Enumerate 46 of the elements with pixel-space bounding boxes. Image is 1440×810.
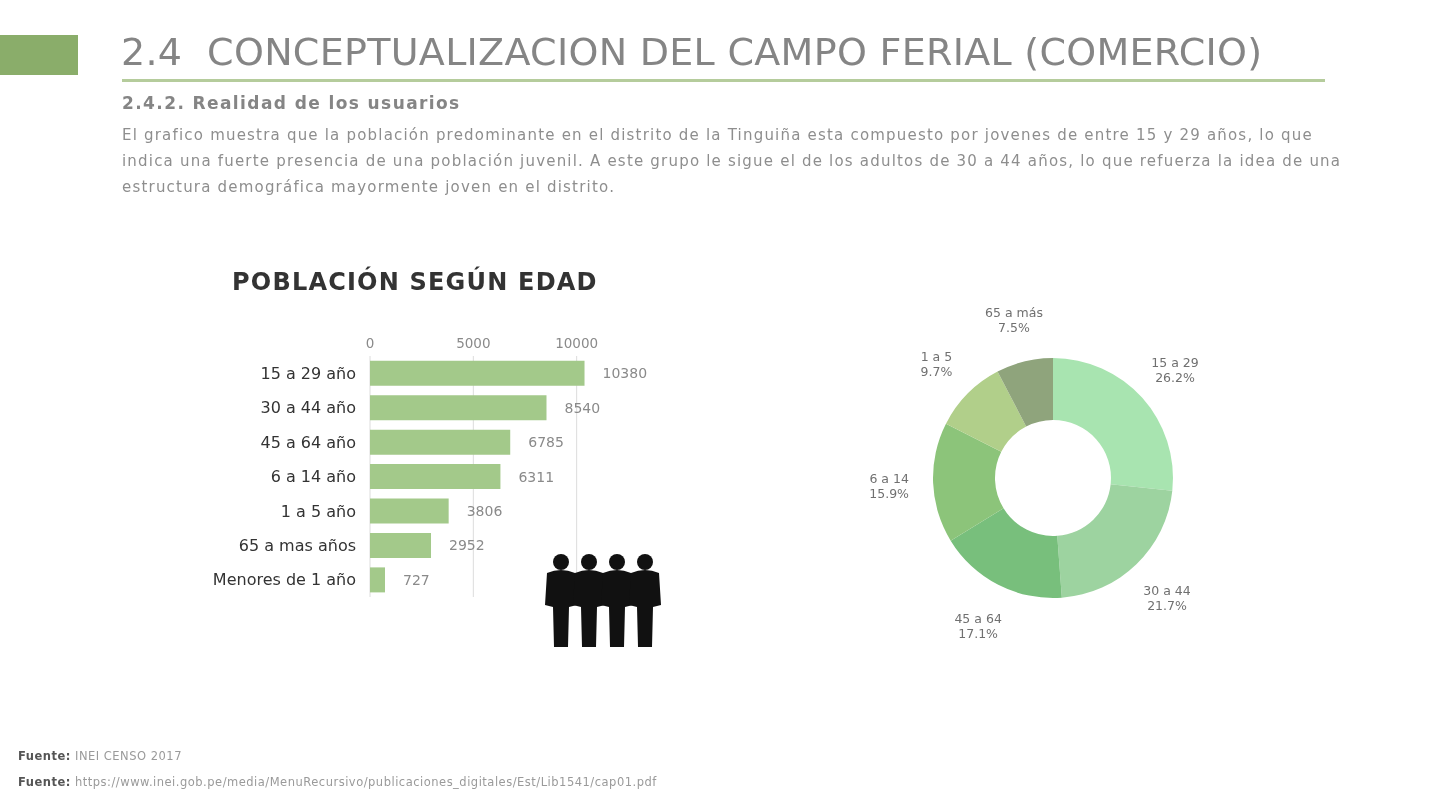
data-label: 3806 <box>466 503 503 519</box>
data-label: 17.1% <box>958 625 999 641</box>
y-tick-label: Menores de 1 año <box>212 570 356 590</box>
y-tick-label: 1 a 5 año <box>280 501 356 521</box>
bar <box>370 532 432 558</box>
y-tick-label: 65 a mas años <box>238 536 356 556</box>
donut-slice <box>997 358 1053 427</box>
data-label: 21.7% <box>1147 597 1187 613</box>
x-tick-label: 0 <box>365 335 375 351</box>
bar <box>370 464 501 490</box>
data-label: 15.9% <box>869 486 910 502</box>
donut-slice <box>1057 484 1173 598</box>
y-tick-label: 30 a 44 año <box>260 398 356 418</box>
data-label: 6311 <box>518 468 555 485</box>
bar <box>370 429 511 455</box>
text: 2.4 CONCEPTUALIZACION DEL CAMPO FERIAL (COMERCIO) <box>121 30 1263 74</box>
bar <box>370 498 449 524</box>
x-tick-label: 10000 <box>555 335 599 351</box>
slice-label: 1 a 5 <box>920 349 953 365</box>
donut-slice <box>950 508 1062 598</box>
y-tick-label: 45 a 64 año <box>260 432 356 452</box>
data-label: 7.5% <box>998 320 1030 336</box>
bar <box>370 360 585 386</box>
slice-label: 65 a más <box>985 305 1043 321</box>
data-label: 26.2% <box>1155 370 1195 386</box>
data-label: 727 <box>403 571 430 588</box>
bar <box>370 395 547 421</box>
slice-label: 30 a 44 <box>1143 582 1191 598</box>
slice-label: 45 a 64 <box>954 610 1002 626</box>
chart-title: POBLACIÓN SEGÚN EDAD <box>232 268 598 296</box>
data-label: 6785 <box>528 434 564 451</box>
data-label: 2952 <box>449 537 485 554</box>
slice-label: 6 a 14 <box>869 471 909 487</box>
text: El grafico muestra que la población predominante en el distrito de la Tinguiña esta compuesto por jovenes de entre 15 y 29 años, lo que indica una fuerte presencia de una población juvenil. A este grupo le sigue el de los adultos de 30 a 44 años, lo que refuerza la idea de una estructura demográfica mayormente joven en el distrito. <box>122 126 1342 196</box>
y-tick-label: 6 a 14 año <box>270 467 356 487</box>
text: 2.4.2. Realidad de los usuarios <box>122 93 461 113</box>
data-label: 8540 <box>564 399 601 416</box>
donut-slice <box>933 423 1004 541</box>
data-label: 10380 <box>602 365 648 382</box>
y-tick-label: 15 a 29 año <box>260 363 356 383</box>
data-label: 9.7% <box>920 364 953 380</box>
x-tick-label: 5000 <box>456 335 491 351</box>
source-note: Fuente: https://www.inei.gob.pe/media/MenuRecursivo/publicaciones_digitales/Est/Lib1541/cap01.pdf <box>18 775 657 789</box>
bar <box>370 567 386 593</box>
source-note: Fuente: INEI CENSO 2017 <box>18 749 182 763</box>
slice-label: 15 a 29 <box>1151 355 1199 371</box>
